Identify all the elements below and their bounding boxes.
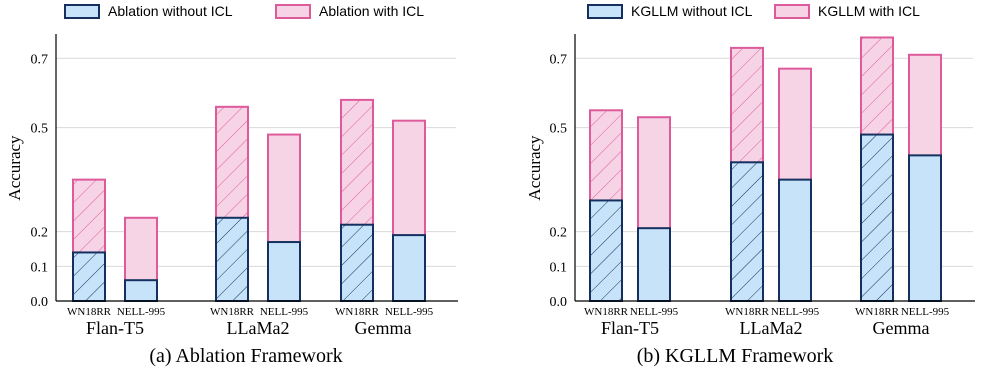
- bar-with-icl-hatch: [731, 47, 763, 163]
- panel-ablation: Ablation without ICL Ablation with ICL 0…: [5, 3, 458, 367]
- bar-with-icl-hatch: [341, 99, 373, 225]
- x-tick-label-dataset: NELL-995: [117, 306, 166, 318]
- legend-swatch-without-icl: [64, 4, 100, 19]
- y-tick-label: 0.2: [550, 226, 568, 241]
- bar-without-icl-hatch: [73, 252, 105, 301]
- bar-with-icl: [779, 68, 811, 180]
- bars: [589, 36, 942, 303]
- legend: KGLLM without ICL KGLLM with ICL: [587, 3, 920, 19]
- panel-kgllm: KGLLM without ICL KGLLM with ICL 0.0 0.1 0…: [525, 3, 975, 367]
- bar-with-icl-hatch: [73, 179, 105, 253]
- x-group-label: Gemma: [873, 318, 930, 338]
- bar-without-icl-hatch: [861, 134, 893, 301]
- x-group-label: Flan-T5: [601, 318, 659, 338]
- y-tick-label: 0.1: [31, 260, 49, 275]
- panel-caption: (b) KGLLM Framework: [637, 345, 834, 367]
- y-axis-label: Accuracy: [5, 135, 24, 201]
- x-group-label: LLaMa2: [227, 318, 290, 338]
- bar-without-icl-hatch: [731, 162, 763, 301]
- legend-swatch-with-icl: [774, 4, 810, 19]
- x-tick-label-dataset: WN18RR: [335, 306, 380, 318]
- y-tick-label: 0.7: [31, 52, 49, 67]
- y-tick-label: 0.5: [31, 122, 49, 137]
- x-tick-label-dataset: WN18RR: [210, 306, 255, 318]
- bar-without-icl-hatch: [590, 200, 622, 301]
- bars: [72, 98, 426, 303]
- x-tick-label-dataset: WN18RR: [725, 306, 770, 318]
- x-tick-label-dataset: WN18RR: [584, 306, 629, 318]
- bar-with-icl: [393, 120, 425, 236]
- legend-label-without-icl: Ablation without ICL: [108, 3, 233, 19]
- bar-without-icl: [779, 179, 811, 301]
- x-group-label: Flan-T5: [86, 318, 144, 338]
- x-tick-label-dataset: NELL-995: [901, 306, 950, 318]
- bar-without-icl-hatch: [341, 224, 373, 301]
- bar-without-icl: [909, 155, 941, 301]
- legend-swatch-with-icl: [275, 4, 311, 19]
- x-tick-label-dataset: WN18RR: [855, 306, 900, 318]
- bar-with-icl: [909, 54, 941, 156]
- panel-caption: (a) Ablation Framework: [149, 345, 342, 367]
- y-tick-label: 0.0: [550, 295, 568, 310]
- bar-without-icl: [638, 228, 670, 301]
- y-tick-label: 0.2: [31, 226, 49, 241]
- y-axis-label: Accuracy: [525, 135, 544, 201]
- x-group-label: Gemma: [355, 318, 412, 338]
- x-tick-label-dataset: NELL-995: [771, 306, 820, 318]
- legend-swatch-without-icl: [587, 4, 623, 19]
- bar-without-icl: [125, 280, 157, 301]
- bar-without-icl: [268, 242, 300, 301]
- y-tick-label: 0.1: [550, 260, 568, 275]
- y-tick-label: 0.7: [550, 52, 568, 67]
- y-tick-label: 0.0: [31, 295, 49, 310]
- legend: Ablation without ICL Ablation with ICL: [64, 3, 424, 19]
- x-tick-label-dataset: NELL-995: [630, 306, 679, 318]
- x-group-label: LLaMa2: [740, 318, 803, 338]
- x-tick-label-dataset: NELL-995: [260, 306, 309, 318]
- legend-label-without-icl: KGLLM without ICL: [631, 3, 753, 19]
- bar-with-icl-hatch: [861, 37, 893, 135]
- legend-label-with-icl: KGLLM with ICL: [818, 3, 920, 19]
- bar-with-icl: [638, 117, 670, 229]
- legend-label-with-icl: Ablation with ICL: [319, 3, 424, 19]
- bar-with-icl: [268, 134, 300, 243]
- bar-without-icl-hatch: [216, 217, 248, 301]
- bar-without-icl: [393, 235, 425, 301]
- bar-with-icl-hatch: [590, 110, 622, 201]
- y-tick-label: 0.5: [550, 122, 568, 137]
- bar-with-icl: [125, 217, 157, 281]
- bar-with-icl-hatch: [216, 106, 248, 218]
- x-tick-label-dataset: WN18RR: [67, 306, 112, 318]
- x-tick-label-dataset: NELL-995: [385, 306, 434, 318]
